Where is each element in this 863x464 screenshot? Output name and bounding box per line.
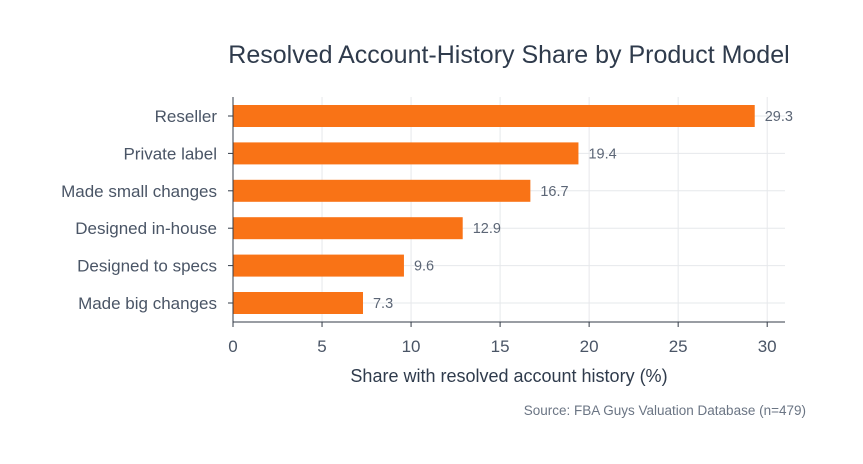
source-note: Source: FBA Guys Valuation Database (n=4… (524, 403, 806, 418)
bar (233, 217, 463, 240)
category-label: Made big changes (78, 294, 217, 313)
category-label: Made small changes (61, 182, 217, 201)
category-label: Reseller (155, 107, 218, 126)
bar (233, 254, 404, 277)
value-label: 19.4 (588, 146, 616, 162)
bar (233, 292, 363, 314)
x-tick-label: 30 (758, 337, 777, 356)
bar (233, 105, 755, 127)
category-label: Designed to specs (77, 257, 217, 276)
value-label: 9.6 (414, 259, 434, 275)
bars: 29.3 19.4 16.7 12.9 9.6 7.3 (233, 105, 793, 314)
bar (233, 179, 531, 202)
value-label: 12.9 (473, 221, 501, 237)
value-label: 7.3 (373, 296, 393, 312)
value-label: 16.7 (540, 184, 568, 200)
x-tick-label: 0 (228, 337, 237, 356)
x-tick-label: 20 (580, 337, 599, 356)
axes: Reseller Private label Made small changes D… (61, 97, 785, 356)
chart-title: Resolved Account-History Share by Produc… (228, 41, 789, 69)
value-label: 29.3 (765, 109, 793, 125)
x-tick-label: 5 (317, 337, 326, 356)
x-tick-label: 25 (669, 337, 688, 356)
category-label: Private label (123, 144, 217, 163)
category-label: Designed in-house (75, 219, 217, 238)
x-tick-label: 10 (402, 337, 421, 356)
bar (233, 142, 579, 165)
grid (232, 97, 785, 322)
x-axis-label: Share with resolved account history (%) (350, 366, 667, 386)
x-tick-label: 15 (491, 337, 510, 356)
